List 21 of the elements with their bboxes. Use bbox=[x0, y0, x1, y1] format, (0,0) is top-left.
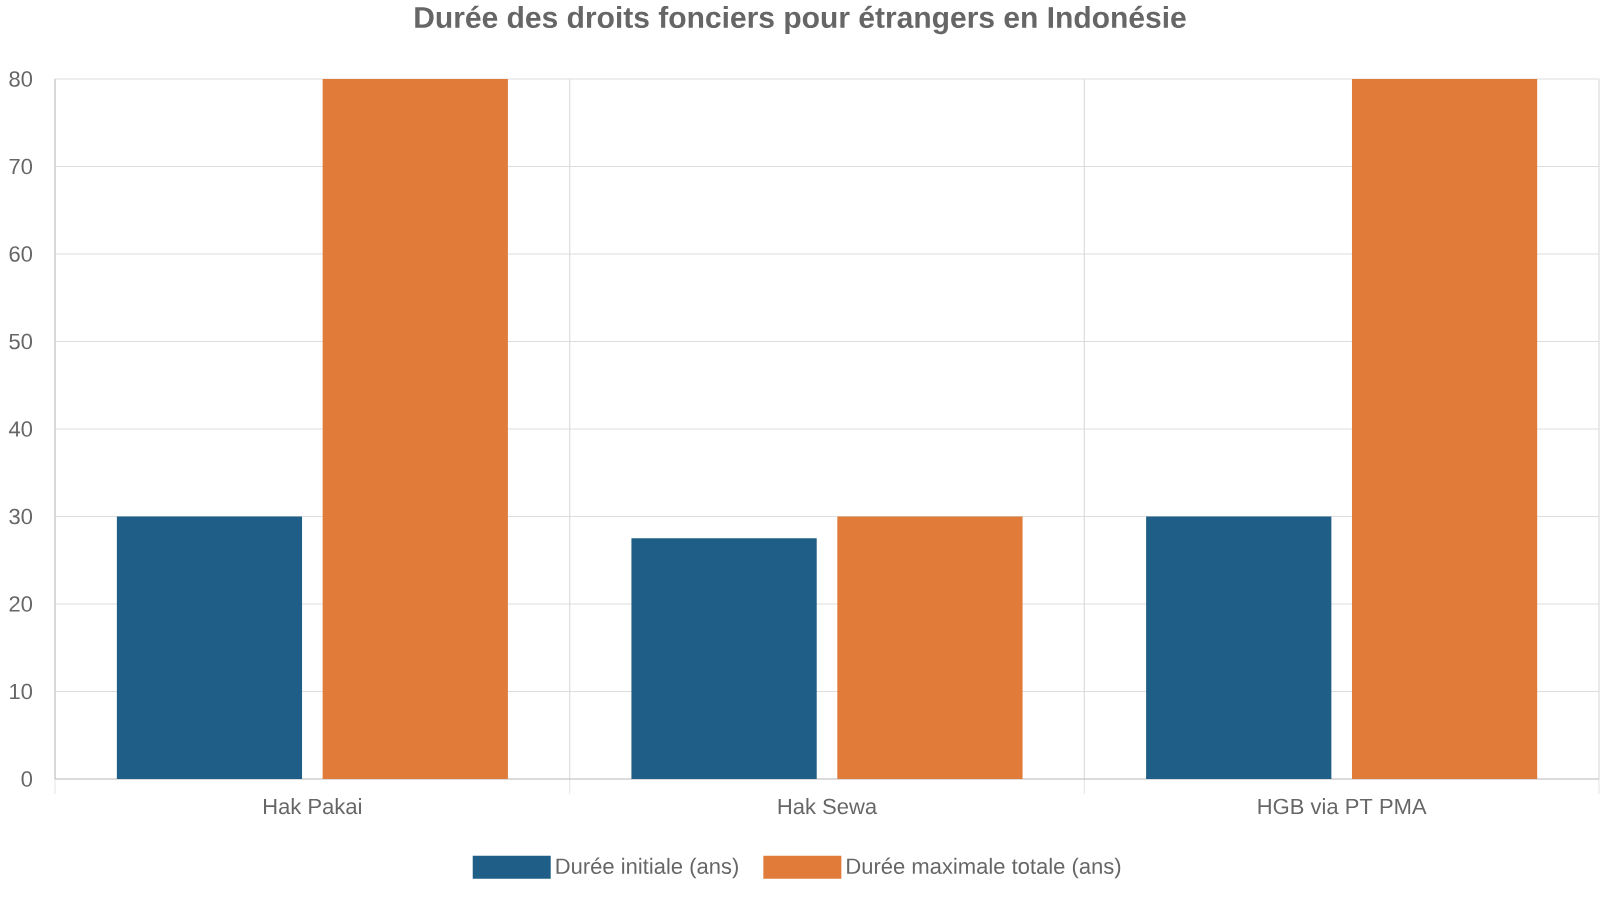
bar bbox=[1351, 78, 1538, 779]
y-tick-label: 60 bbox=[9, 246, 33, 262]
legend-label: Durée maximale totale (ans) bbox=[847, 857, 1121, 879]
y-tick-label: 10 bbox=[10, 683, 33, 700]
legend-label: Durée initiale (ans) bbox=[556, 857, 738, 879]
y-tick-label: 50 bbox=[9, 333, 33, 350]
bar bbox=[631, 538, 817, 779]
y-tick-label: 0 bbox=[21, 771, 33, 787]
y-tick-label: 80 bbox=[9, 71, 33, 87]
x-tick-label: Hak Pakai bbox=[264, 798, 361, 815]
y-tick-label: 70 bbox=[9, 158, 33, 175]
x-tick-label: Hak Sewa bbox=[778, 798, 878, 815]
bar bbox=[322, 78, 508, 779]
y-tick-label: 30 bbox=[9, 508, 33, 525]
x-tick-label: HGB via PT PMA bbox=[1258, 798, 1427, 815]
y-tick-label: 20 bbox=[9, 596, 33, 612]
bar bbox=[116, 516, 303, 779]
chart-title: Durée des droits fonciers pour étrangers en Indonésie bbox=[415, 5, 1186, 35]
y-tick-label: 40 bbox=[8, 421, 33, 437]
bar bbox=[837, 516, 1023, 779]
bar bbox=[1146, 516, 1332, 779]
